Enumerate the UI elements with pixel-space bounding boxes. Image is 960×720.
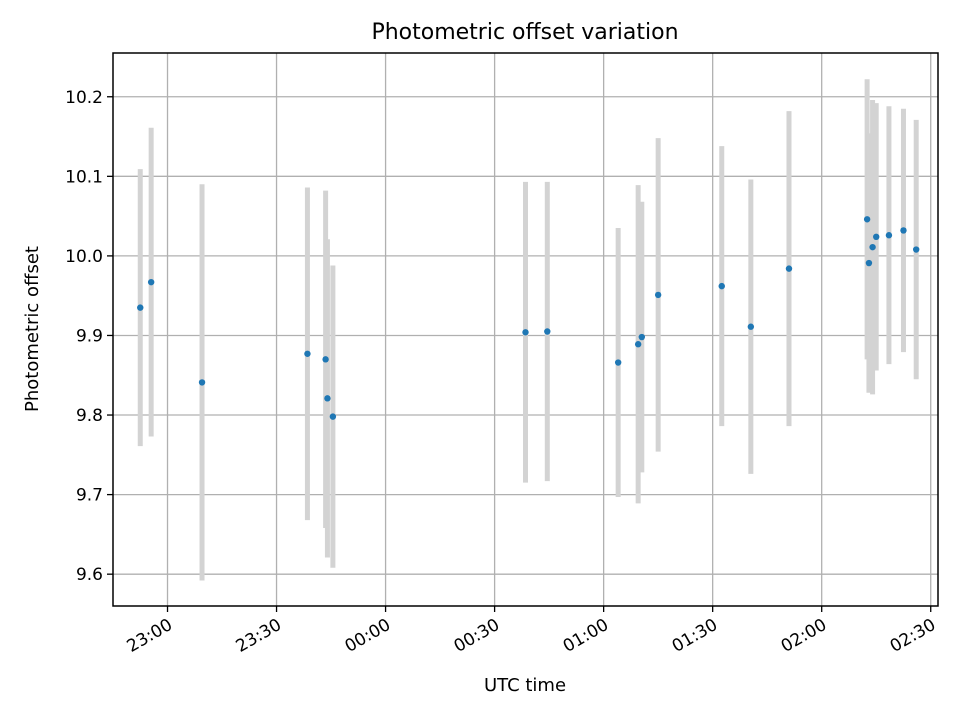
data-point [718, 282, 725, 290]
data-point [324, 395, 331, 402]
x-tick-label: 23:00 [124, 615, 176, 657]
data-point [865, 259, 873, 267]
x-tick-label: 00:30 [451, 615, 503, 657]
x-axis-label: UTC time [484, 675, 566, 696]
data-point [304, 350, 311, 357]
data-point [785, 265, 793, 272]
x-tick-label: 01:00 [560, 615, 612, 657]
data-point [137, 304, 144, 311]
x-tick-label: 02:00 [778, 615, 830, 657]
plot-frame [112, 52, 939, 607]
y-tick-label: 9.7 [76, 486, 103, 506]
chart-title: Photometric offset variation [371, 20, 678, 45]
y-tick-label: 10.1 [65, 167, 103, 187]
data-point [863, 216, 871, 223]
y-tick-label: 10.0 [65, 247, 103, 267]
data-point [614, 359, 622, 366]
data-points [137, 216, 920, 420]
data-point [869, 243, 876, 251]
data-point [329, 413, 337, 420]
y-tick-label: 9.8 [76, 406, 103, 426]
data-point [198, 379, 206, 386]
x-tick-label: 01:30 [669, 615, 721, 657]
x-tick-label: 00:00 [342, 615, 394, 657]
data-point [747, 323, 755, 330]
y-tick-label: 9.9 [76, 326, 103, 346]
x-tick-label: 02:30 [887, 615, 939, 657]
y-axis-label: Photometric offset [22, 246, 43, 412]
data-point [544, 328, 551, 335]
data-point [900, 227, 907, 234]
data-point [147, 278, 155, 286]
data-point [873, 233, 880, 241]
data-point [912, 246, 920, 253]
data-point [654, 291, 662, 299]
y-tick-label: 9.6 [76, 565, 103, 585]
data-point [322, 356, 329, 363]
y-tick-label: 10.2 [65, 88, 103, 108]
data-point [522, 329, 529, 336]
data-point [634, 341, 642, 348]
x-tick-label: 23:30 [233, 615, 285, 657]
data-point [638, 333, 645, 341]
data-point [885, 232, 893, 239]
